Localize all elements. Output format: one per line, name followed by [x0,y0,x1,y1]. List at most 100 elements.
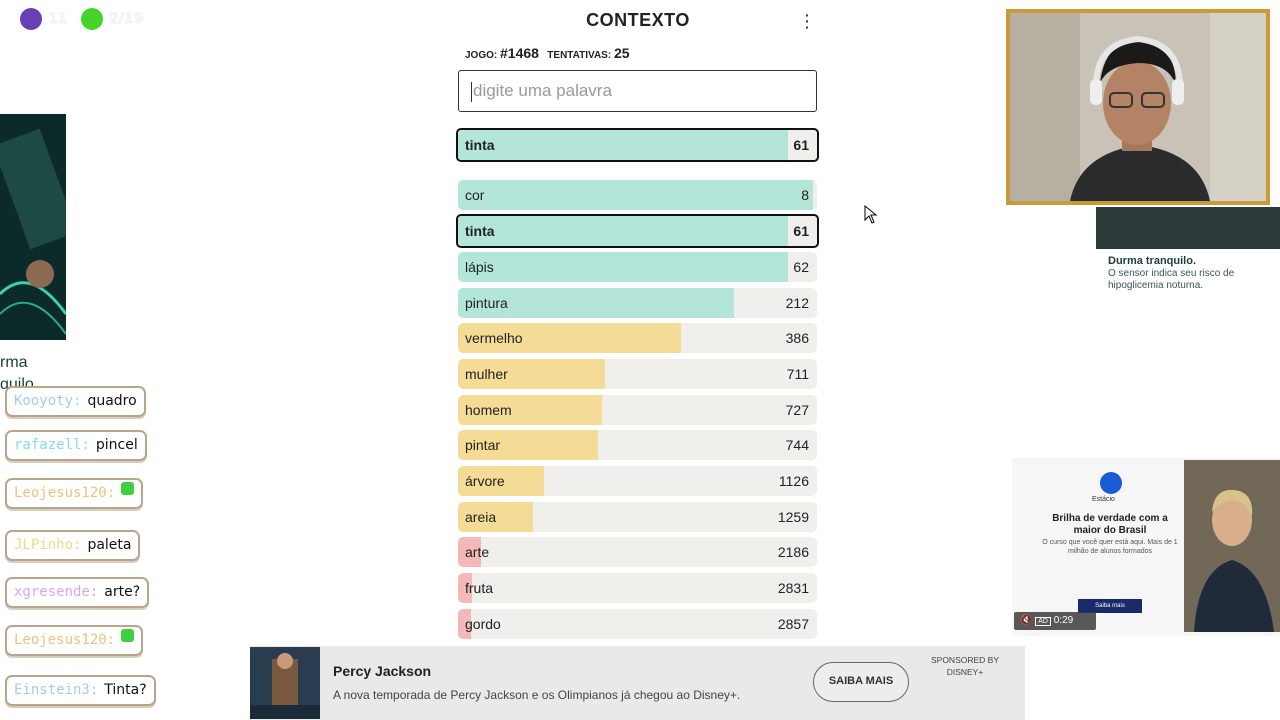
guess-row: arte 2186 [458,537,817,567]
similarity-bar [458,430,598,460]
right-ad-image [1096,207,1280,249]
chat-text: Tinta? [104,682,147,698]
chat-message: rafazell: pincel [5,430,147,461]
video-time: 0:29 [1053,615,1074,626]
guess-rank: 744 [785,437,809,453]
similarity-bar [458,466,545,496]
viewer-stat: 11 [20,8,67,30]
video-controls[interactable]: 🔇 AD 0:29 [1014,612,1096,630]
similarity-bar [458,537,482,567]
guess-word: fruta [465,580,494,596]
guess-word: lápis [465,259,494,275]
guess-rank: 727 [785,402,809,418]
guess-rank: 61 [793,137,809,153]
chat-text: arte? [104,584,141,600]
chat-username: Einstein3: [14,682,99,698]
guess-rank: 711 [786,366,809,382]
guess-row: pintura 212 [458,288,817,318]
chat-username: rafazell: [14,437,90,453]
purple-dot-icon [20,8,42,30]
chat-username: Leojesus120: [14,485,116,501]
guess-row: vermelho 386 [458,323,817,353]
webcam-overlay [1006,9,1270,205]
video-ad-brand: Estácio [1092,496,1115,503]
similarity-bar [458,288,735,318]
guess-input[interactable]: digite uma palavra [458,70,817,112]
guess-word: gordo [465,616,501,632]
guess-row: gordo 2857 [458,609,817,639]
guess-word: areia [465,509,497,525]
video-ad[interactable]: Estácio Brilha de verdade com a maior do… [1012,458,1280,636]
similarity-bar [458,323,681,353]
similarity-bar [458,395,602,425]
guess-rank: 386 [785,330,809,346]
percy-jackson-poster [250,647,320,719]
guess-rank: 2186 [777,544,809,560]
text-caret [471,81,472,102]
guess-rank: 2857 [777,616,809,632]
guess-rank: 1126 [778,473,809,489]
guess-rank: 62 [793,259,809,275]
guess-word: vermelho [465,330,523,346]
video-ad-headline: Brilha de verdade com a maior do Brasil [1052,513,1168,536]
chat-username: xgresende: [14,584,99,600]
right-ad-body: O sensor indica seu risco de hipoglicemi… [1108,268,1235,291]
guess-row: cor 8 [458,180,817,210]
progress-stat-value: 2/19 [109,11,144,27]
similarity-bar [458,359,606,389]
chat-username: Kooyoty: [14,393,82,409]
video-ad-person-image [1184,460,1280,632]
chat-message: JLPinho: paleta [5,530,141,561]
similarity-bar [458,502,534,532]
game-info: JOGO: #1468 TENTATIVAS: 25 [465,45,630,61]
chat-text: quadro [87,393,137,409]
guess-rank: 8 [801,187,809,203]
banner-description: A nova temporada de Percy Jackson e os O… [333,688,741,702]
chat-username: JLPinho: [14,537,82,553]
guess-row: fruta 2831 [458,573,817,603]
guess-rank: 1259 [777,509,809,525]
left-side-ad[interactable] [0,114,66,340]
chat-message: Kooyoty: quadro [5,386,146,417]
banner-title: Percy Jackson [333,663,432,679]
attempts-count: 25 [613,45,630,61]
right-ad-heading: Durma tranquilo. [1108,255,1197,267]
similarity-bar [458,573,473,603]
chat-message: Einstein3: Tinta? [5,675,156,706]
guess-row: tinta 61 [456,214,819,248]
game-number-label: JOGO: [465,50,498,61]
game-title: CONTEXTO [586,10,690,30]
more-vertical-icon[interactable]: ⋮ [798,11,816,31]
estacio-logo-icon [1100,472,1122,494]
guess-row: pintar 744 [458,430,817,460]
green-dot-icon [81,8,103,30]
chat-message: xgresende: arte? [5,577,150,608]
saiba-mais-button[interactable]: SAIBA MAIS [813,662,909,702]
guess-rank: 61 [793,223,809,239]
progress-stat: 2/19 [81,8,143,30]
similarity-bar [458,130,789,160]
chat-message: Leojesus120: [5,478,144,509]
viewer-stat-value: 11 [48,11,68,27]
video-ad-button[interactable]: Saiba mais [1078,599,1142,613]
green-emote-icon [121,629,135,642]
guess-rank: 2831 [777,580,809,596]
ad-image [0,114,66,340]
streamer-image [1010,13,1266,201]
sponsored-banner[interactable]: Percy Jackson A nova temporada de Percy … [250,646,1025,720]
guess-word: arte [465,544,490,560]
ad-badge-icon: AD [1035,617,1051,626]
similarity-bar [458,216,789,246]
right-side-ad[interactable]: Durma tranquilo. O sensor indica seu ris… [1096,207,1280,317]
similarity-bar [458,180,814,210]
similarity-bar [458,609,471,639]
guess-rank: 212 [785,295,809,311]
volume-mute-icon[interactable]: 🔇 [1020,615,1033,626]
mouse-pointer-icon [864,205,878,224]
guess-word: árvore [465,473,505,489]
chat-text: paleta [87,537,132,553]
guess-row: árvore 1126 [458,466,817,496]
green-emote-icon [121,482,135,495]
last-guess-row: tinta 61 [456,128,819,162]
game-number: #1468 [500,45,539,61]
